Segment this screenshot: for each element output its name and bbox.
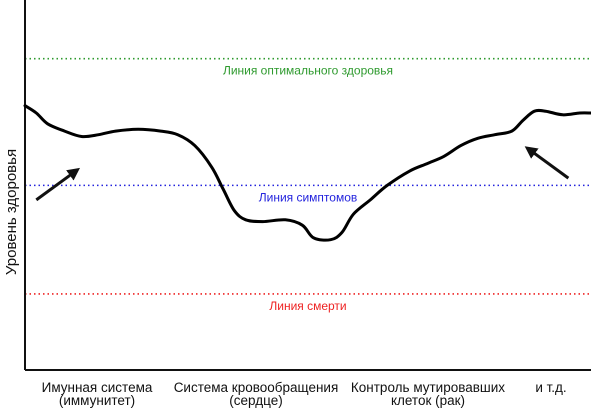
- y-axis-label: Уровень здоровья: [3, 149, 20, 275]
- health-curve: [23, 104, 591, 242]
- category-label: и т.д.: [535, 380, 566, 395]
- category-label-line: клеток (рак): [391, 393, 465, 408]
- category-label-line: (иммунитет): [59, 393, 135, 408]
- category-label-line: и т.д.: [535, 380, 566, 395]
- category-label-line: Имунная система: [42, 380, 153, 395]
- reference-line-label: Линия симптомов: [259, 190, 358, 204]
- category-label: Система кровообращения (сердце): [174, 380, 339, 408]
- reference-line-label: Линия оптимального здоровья: [223, 64, 393, 78]
- arrow-icon: [35, 167, 81, 202]
- category-label-line: Контроль мутировавших: [351, 380, 505, 395]
- category-label-line: (сердце): [229, 393, 282, 408]
- reference-line-label: Линия смерти: [269, 299, 346, 313]
- arrow-icon: [524, 146, 570, 180]
- category-label: Имунная система (иммунитет): [42, 380, 153, 408]
- category-label: Контроль мутировавших клеток (рак): [351, 380, 505, 408]
- category-label-line: Система кровообращения: [174, 380, 339, 395]
